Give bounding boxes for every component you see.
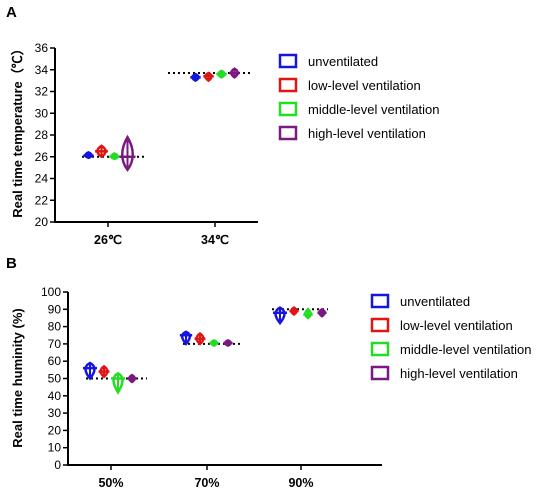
panel-b-x-tick-label: 70%	[194, 476, 219, 490]
panel-a: A Real time temperature（℃） 20 22 24 26 28 30 3…	[6, 4, 440, 247]
panel-a-y-tick-label: 34	[35, 63, 49, 77]
panel-b-y-tick-label: 50	[48, 372, 62, 386]
panel-a-legend: unventilated low-level ventilation middle-…	[278, 53, 440, 141]
panel-a-x-tick-label: 26℃	[94, 233, 122, 247]
panel-b-y-tick-label: 0	[54, 458, 61, 472]
panel-b-label: B	[6, 255, 17, 272]
panel-b-y-tick-label: 40	[48, 389, 62, 403]
panel-a-y-tick-label: 22	[35, 193, 49, 207]
panel-a-x-tick-label: 34℃	[201, 233, 229, 247]
panel-b-legend-swatch	[370, 365, 390, 381]
panel-b-legend-swatch	[370, 341, 390, 357]
panel-b-violins	[83, 306, 327, 395]
panel-b-legend-label: middle-level ventilation	[400, 342, 532, 357]
panel-b-y-tick-label: 60	[48, 354, 62, 368]
panel-a-legend-label: unventilated	[308, 54, 378, 69]
panel-b-reference-lines	[86, 308, 328, 380]
panel-a-y-tick-label: 28	[35, 128, 49, 142]
panel-b-legend-label: low-level ventilation	[400, 318, 513, 333]
panel-b-y-ticks: 0 10 20 30 40 50 60 70 80 90 100	[41, 285, 68, 472]
panel-b-y-tick-label: 100	[41, 285, 61, 299]
panel-b-y-tick-label: 80	[48, 320, 62, 334]
panel-b-legend-label: unventilated	[400, 294, 470, 309]
panel-b-legend-swatch	[370, 317, 390, 333]
panel-b-axes	[67, 292, 382, 466]
panel-b-y-tick-label: 90	[48, 302, 62, 316]
panel-a-y-tick-label: 20	[35, 215, 49, 229]
panel-a-legend-swatch	[278, 53, 298, 69]
panel-a-y-ticks: 20 22 24 26 28 30 32 34 36	[35, 41, 55, 229]
panel-b-y-axis-label: Real time huminity (%)	[10, 308, 25, 447]
panel-b-legend-label: high-level ventilation	[400, 366, 518, 381]
panel-a-y-axis-label: Real time temperature（℃）	[10, 42, 25, 218]
panel-a-y-tick-label: 32	[35, 85, 49, 99]
panel-b-y-tick-label: 20	[48, 423, 62, 437]
panel-a-legend-swatch	[278, 101, 298, 117]
panel-a-y-tick-label: 30	[35, 106, 49, 120]
panel-a-y-tick-label: 24	[35, 172, 49, 186]
panel-a-legend-label: middle-level ventilation	[308, 102, 440, 117]
panel-a-y-tick-label: 26	[35, 150, 49, 164]
panel-b: B Real time huminity (%) 0 10 20 30 40 50 60 70…	[6, 255, 532, 490]
panel-a-x-ticks: 26℃ 34℃	[94, 222, 229, 247]
panel-a-axes	[54, 48, 258, 223]
panel-b-legend: unventilated low-level ventilation middle-…	[370, 293, 532, 381]
panel-b-x-tick-label: 50%	[98, 476, 123, 490]
panel-a-legend-label: high-level ventilation	[308, 126, 426, 141]
panel-a-legend-swatch	[278, 125, 298, 141]
panel-b-y-tick-label: 30	[48, 406, 62, 420]
panel-b-x-ticks: 50% 70% 90%	[98, 465, 314, 490]
panel-b-y-tick-label: 70	[48, 337, 62, 351]
panel-a-violins	[83, 67, 240, 172]
panel-b-x-tick-label: 90%	[288, 476, 313, 490]
panel-b-legend-swatch	[370, 293, 390, 309]
panel-b-y-tick-label: 10	[48, 441, 62, 455]
panel-a-legend-swatch	[278, 77, 298, 93]
panel-a-y-tick-label: 36	[35, 41, 49, 55]
panel-a-label: A	[6, 4, 17, 21]
panel-a-legend-label: low-level ventilation	[308, 78, 421, 93]
panel-a-reference-lines	[82, 72, 250, 158]
